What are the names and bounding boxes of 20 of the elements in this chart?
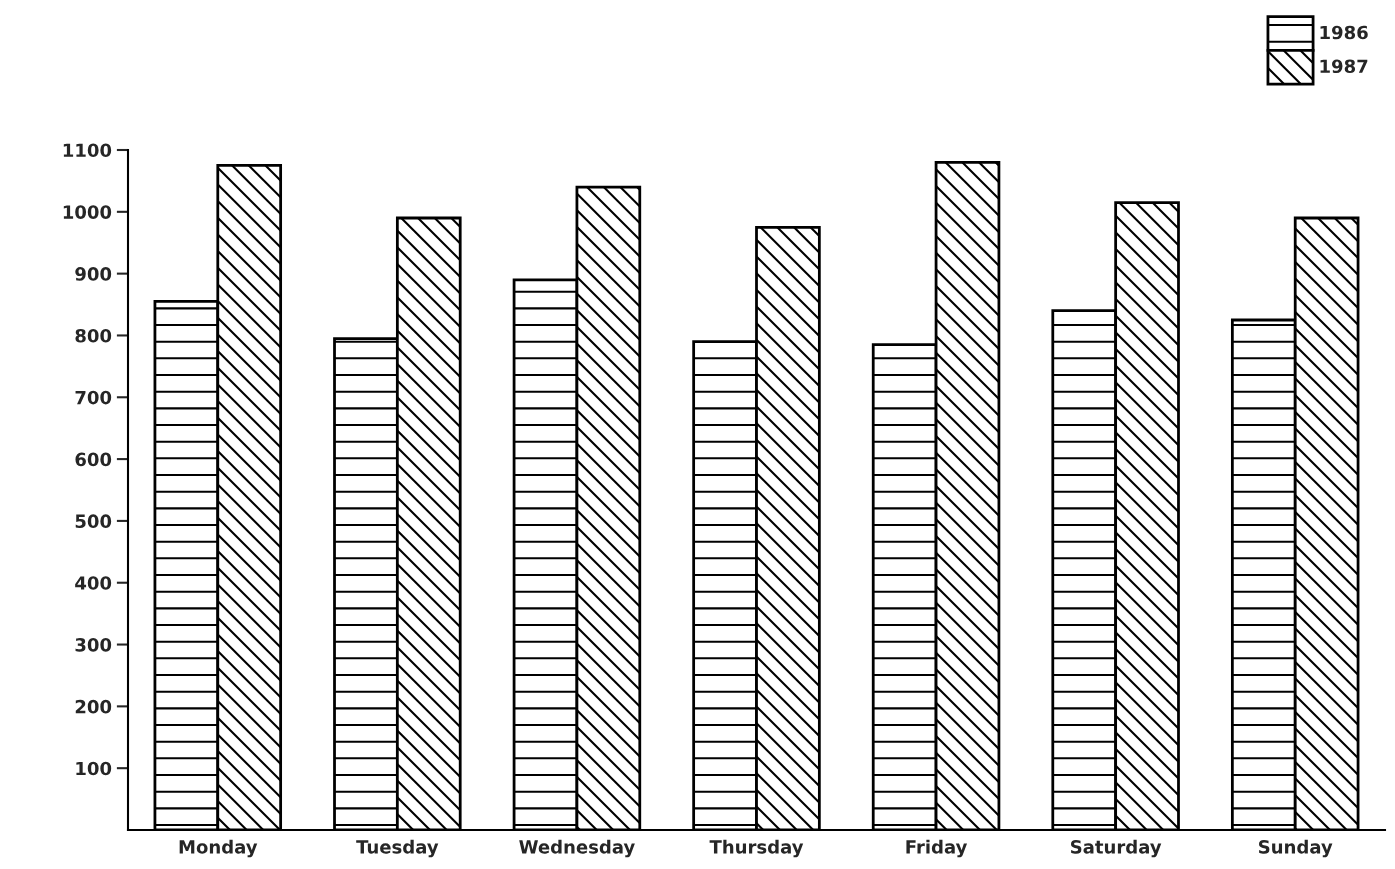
y-tick-label: 1100 (63, 143, 112, 158)
y-tick-label: 200 (75, 699, 112, 714)
legend-label: 1986 (1320, 25, 1368, 40)
x-tick-label: Monday (179, 839, 258, 858)
y-tick-label: 700 (75, 390, 112, 405)
x-tick-label: Friday (906, 839, 968, 858)
legend-label: 1987 (1320, 59, 1368, 74)
y-tick-label: 800 (75, 328, 112, 343)
y-tick-label: 1000 (63, 205, 112, 219)
x-tick-label: Thursday (709, 839, 804, 858)
x-tick-label: Sunday (1259, 839, 1333, 858)
y-tick-label: 300 (75, 638, 112, 652)
y-tick-label: 500 (75, 514, 112, 529)
x-tick-label: Tuesday (356, 839, 439, 858)
y-tick-label: 900 (75, 267, 112, 281)
x-tick-label: Saturday (1070, 839, 1162, 858)
x-tick-label: Wednesday (519, 839, 635, 858)
y-tick-label: 400 (75, 576, 112, 590)
y-tick-label: 100 (76, 761, 112, 776)
y-tick-label: 600 (75, 452, 112, 467)
